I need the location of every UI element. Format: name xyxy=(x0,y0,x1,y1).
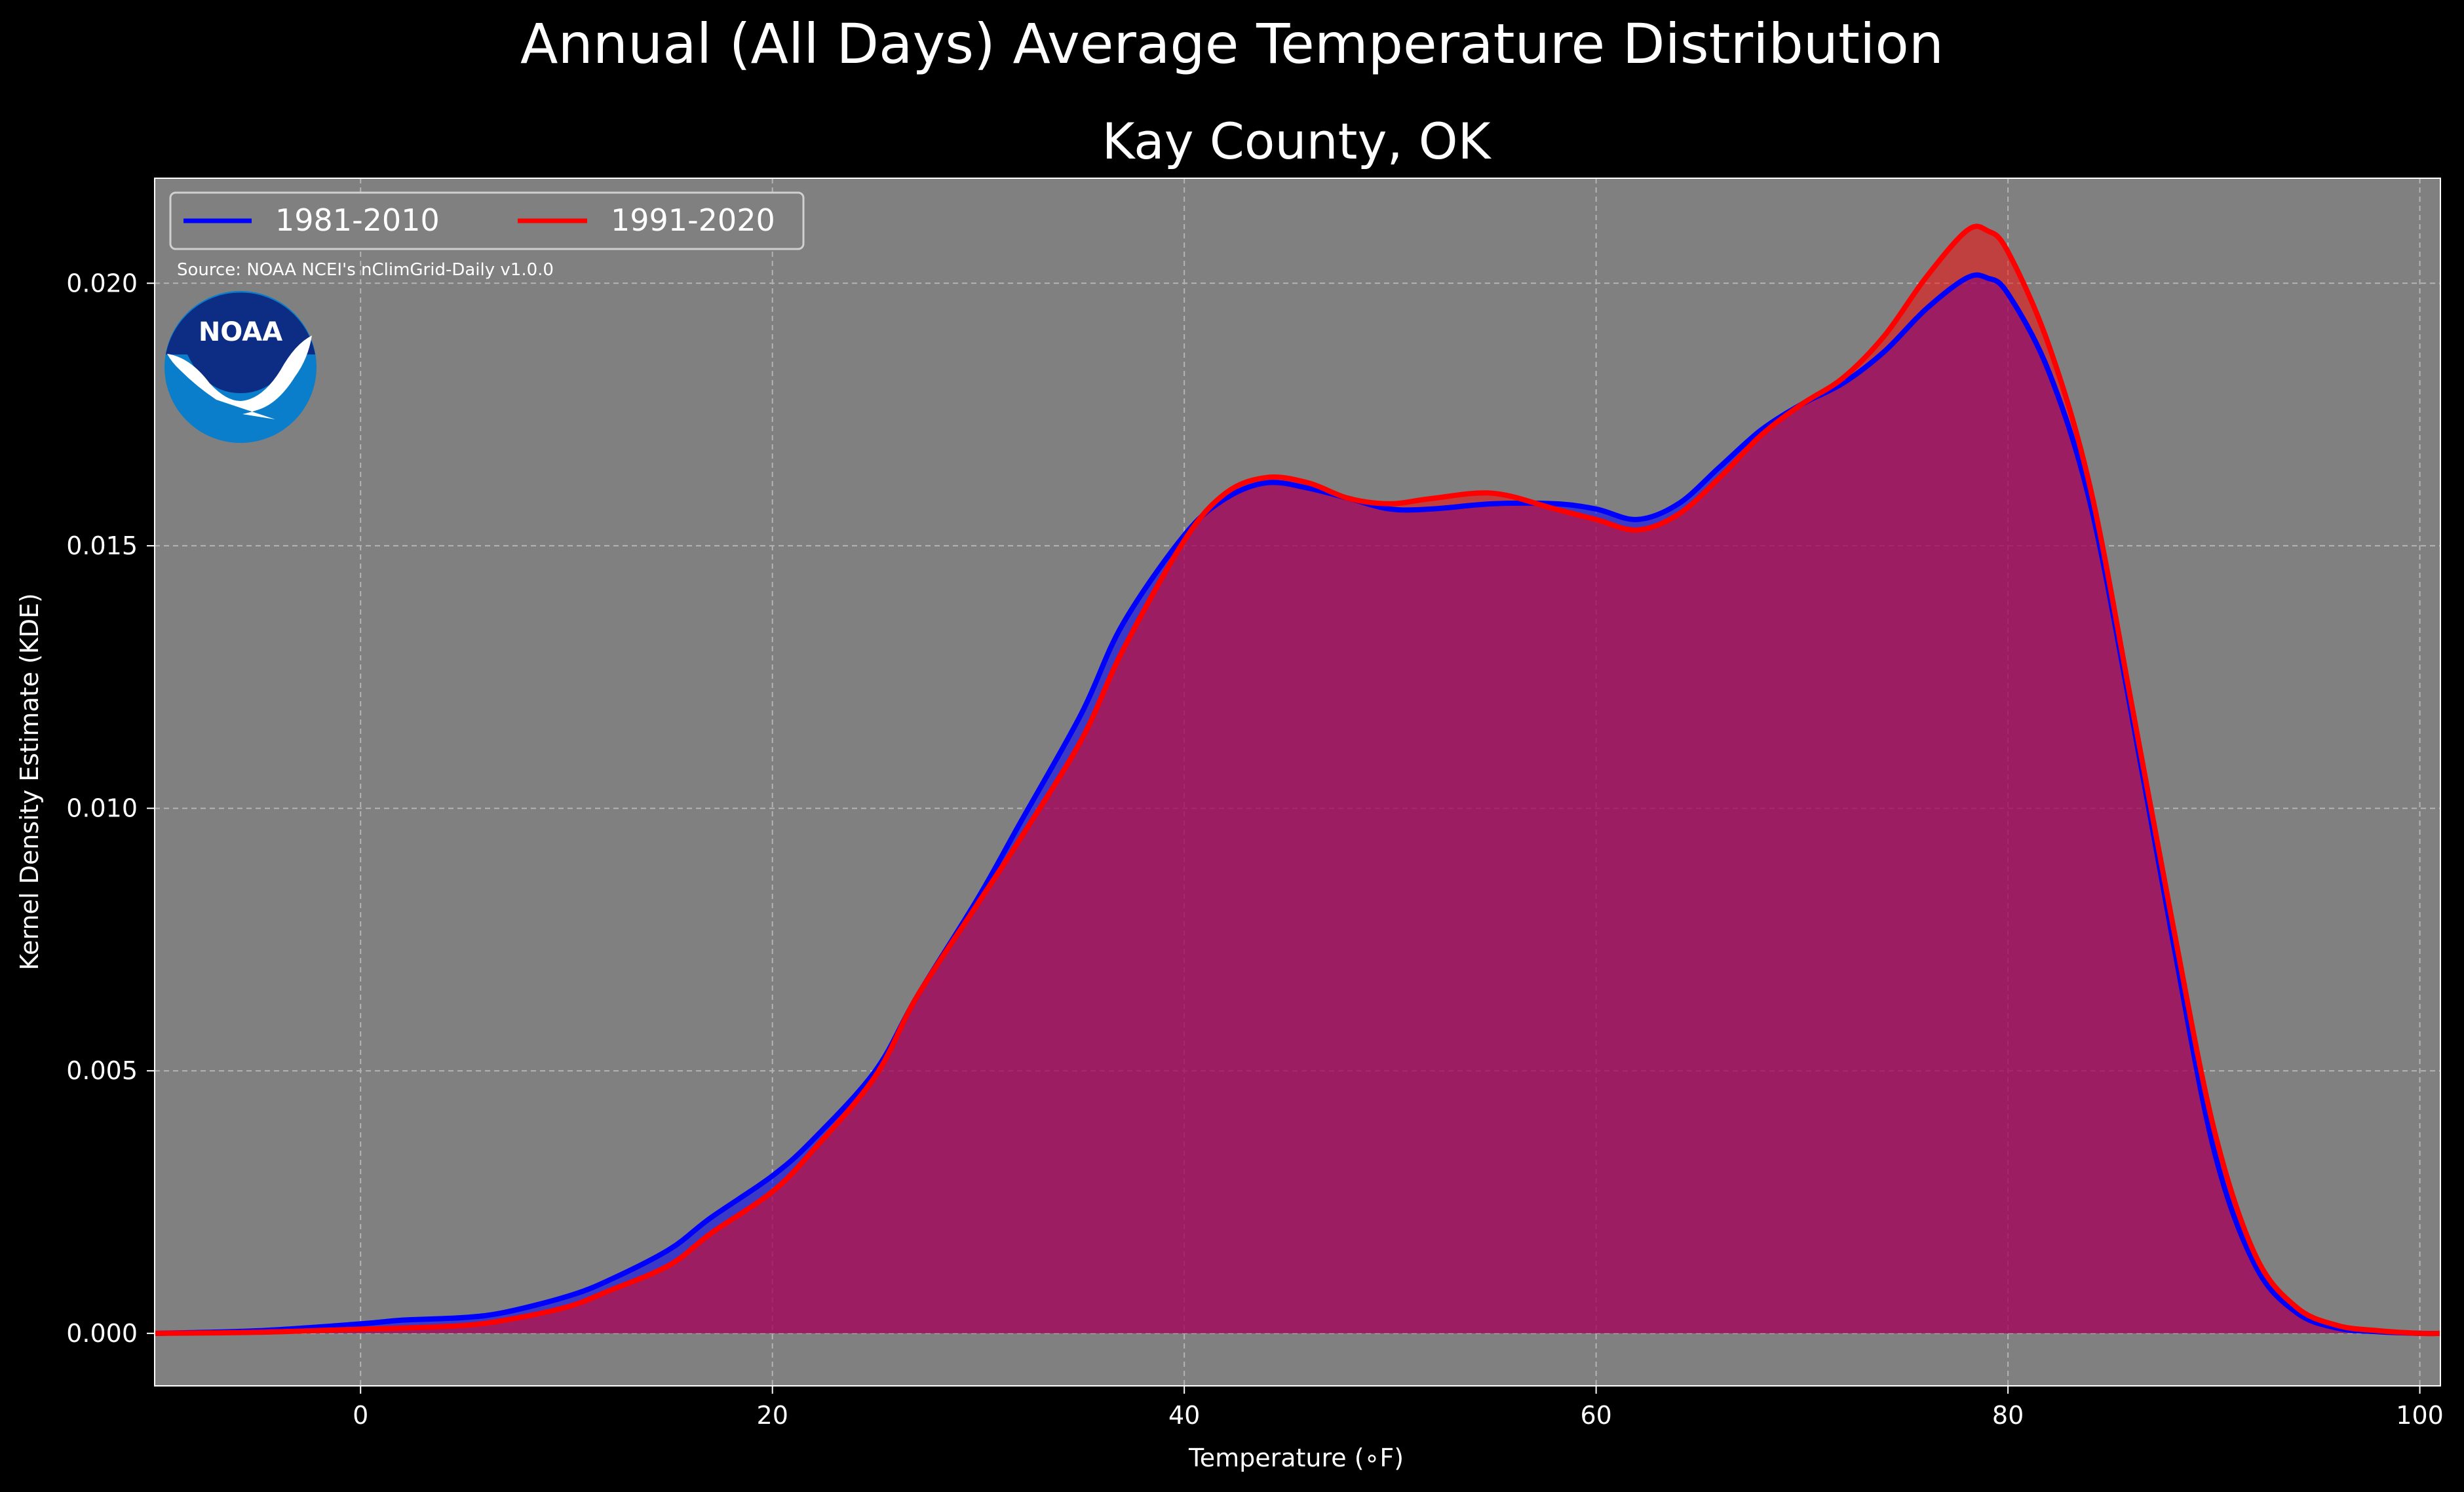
x-tick-label: 40 xyxy=(1168,1401,1200,1430)
y-tick-label: 0.005 xyxy=(66,1056,138,1085)
y-axis-label: Kernel Density Estimate (KDE) xyxy=(15,593,44,970)
x-tick-label: 20 xyxy=(757,1401,788,1430)
y-tick-label: 0.000 xyxy=(66,1319,138,1348)
source-note: Source: NOAA NCEI's nClimGrid-Daily v1.0… xyxy=(177,260,554,280)
y-tick-label: 0.020 xyxy=(66,269,138,297)
legend: 1981-2010 1991-2020 xyxy=(169,191,805,250)
kde-lines xyxy=(155,223,2440,1337)
noaa-logo-text: NOAA xyxy=(199,317,282,347)
legend-label-1991-2020: 1991-2020 xyxy=(611,202,775,238)
y-axis-ticks: 0.000 0.005 0.010 0.015 0.020 xyxy=(66,269,155,1348)
noaa-logo: NOAA xyxy=(164,291,317,443)
kde-fills xyxy=(155,226,2440,1334)
figure-suptitle: Annual (All Days) Average Temperature Di… xyxy=(520,12,1944,76)
y-tick-label: 0.015 xyxy=(66,531,138,560)
kde-line-1991-2020 xyxy=(155,223,2440,1337)
plot-frame xyxy=(154,178,2441,1387)
x-tick-label: 60 xyxy=(1580,1401,1611,1430)
x-axis-ticks: 0 20 40 60 80 100 xyxy=(353,1386,2444,1430)
x-tick-label: 100 xyxy=(2396,1401,2444,1430)
y-tick-label: 0.010 xyxy=(66,794,138,823)
x-tick-label: 80 xyxy=(1992,1401,2024,1430)
kde-fill-1991-2020 xyxy=(155,226,2440,1334)
legend-box xyxy=(169,191,805,250)
legend-label-1981-2010: 1981-2010 xyxy=(275,202,440,238)
x-tick-label: 0 xyxy=(353,1401,368,1430)
x-axis-label: Temperature (∘F) xyxy=(1188,1444,1404,1472)
chart-title: Kay County, OK xyxy=(1102,112,1492,170)
